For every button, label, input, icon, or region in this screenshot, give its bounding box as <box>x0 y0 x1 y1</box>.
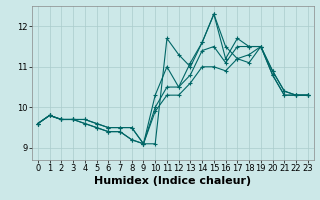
X-axis label: Humidex (Indice chaleur): Humidex (Indice chaleur) <box>94 176 252 186</box>
